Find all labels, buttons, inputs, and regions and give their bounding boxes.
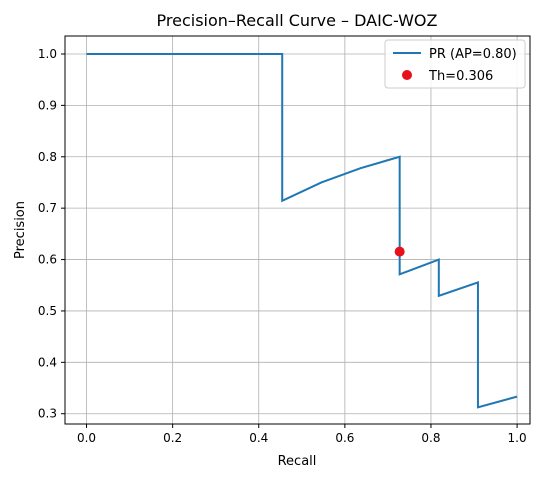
x-tick-label: 1.0 (508, 431, 527, 445)
pr-curve-line (86, 52, 518, 409)
grid (65, 36, 530, 424)
y-tick-label: 0.3 (38, 407, 57, 421)
legend: PR (AP=0.80) Th=0.306 (384, 39, 526, 89)
y-axis-ticks: 0.3 0.4 0.5 0.6 0.7 0.8 0.9 1.0 (38, 47, 65, 421)
x-axis-ticks: 0.0 0.2 0.4 0.6 0.8 1.0 (77, 424, 527, 445)
x-tick-label: 0.2 (163, 431, 182, 445)
plot-area (86, 52, 518, 409)
x-tick-label: 0.8 (421, 431, 440, 445)
legend-label-threshold: Th=0.306 (428, 69, 493, 84)
plot-frame (64, 35, 531, 425)
y-tick-label: 0.8 (38, 150, 57, 164)
threshold-point (394, 246, 405, 257)
y-tick-label: 0.6 (38, 253, 57, 267)
x-axis-label: Recall (278, 454, 317, 469)
y-tick-label: 1.0 (38, 47, 57, 61)
y-tick-label: 0.9 (38, 98, 57, 112)
x-tick-label: 0.0 (77, 431, 96, 445)
chart-title: Precision–Recall Curve – DAIC-WOZ (157, 11, 438, 30)
y-tick-label: 0.7 (38, 201, 57, 215)
legend-dot-swatch (402, 70, 412, 80)
y-tick-label: 0.5 (38, 304, 57, 318)
legend-label-pr: PR (AP=0.80) (429, 47, 517, 62)
x-tick-label: 0.6 (335, 431, 354, 445)
x-tick-label: 0.4 (249, 431, 268, 445)
y-tick-label: 0.4 (38, 355, 57, 369)
y-axis-label: Precision (13, 201, 28, 259)
